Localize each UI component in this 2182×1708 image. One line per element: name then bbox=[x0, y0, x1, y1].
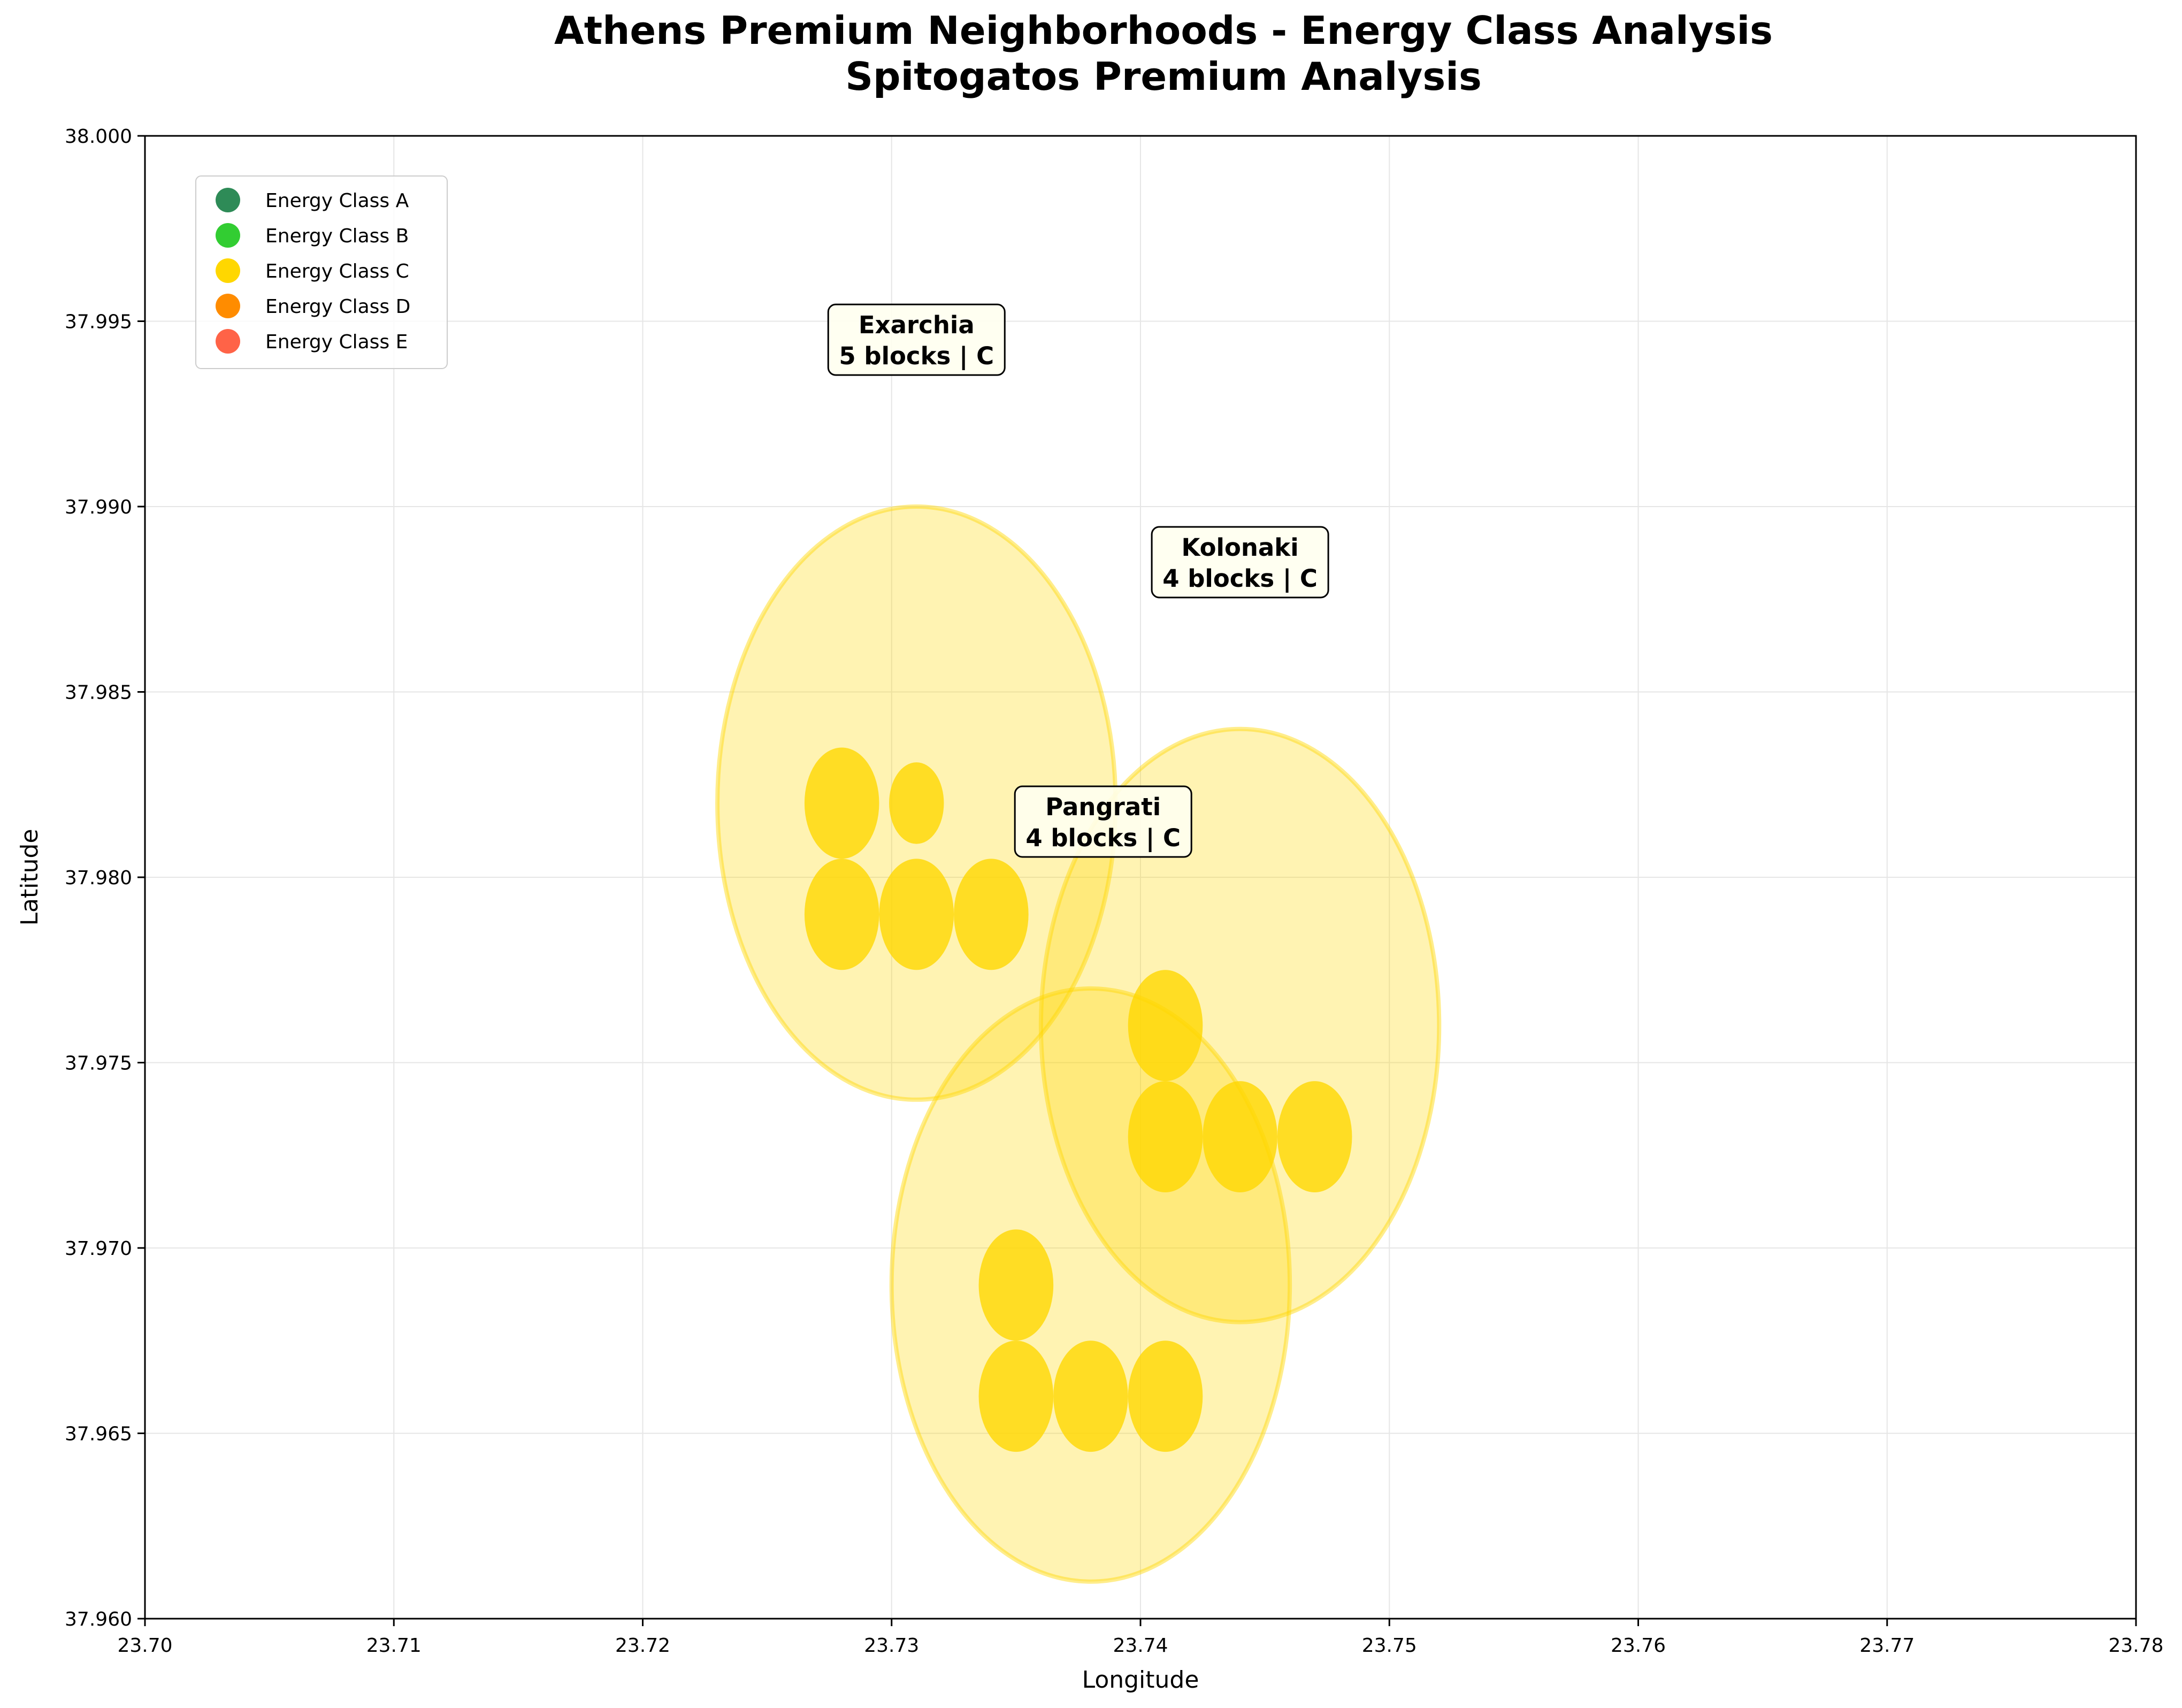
x-tick-label: 23.70 bbox=[117, 1635, 172, 1657]
block-marker bbox=[804, 859, 879, 970]
x-tick-label: 23.75 bbox=[1362, 1635, 1417, 1657]
legend-marker bbox=[216, 188, 240, 212]
annotation-box bbox=[827, 303, 1006, 376]
legend-marker bbox=[216, 329, 240, 354]
annotation-name: Pangrati bbox=[1045, 793, 1161, 821]
annotation-summary: 4 blocks | C bbox=[1162, 564, 1318, 593]
y-axis-ticks: 37.960 37.965 37.970 37.975 37.980 37.985 37.9… bbox=[65, 126, 145, 1630]
annotation-summary: 4 blocks | C bbox=[1025, 824, 1181, 852]
legend-frame bbox=[195, 175, 448, 369]
legend-label: Energy Class E bbox=[265, 331, 408, 353]
x-tick-label: 23.73 bbox=[864, 1635, 919, 1657]
legend-label: Energy Class A bbox=[265, 190, 409, 212]
x-tick-label: 23.76 bbox=[1611, 1635, 1666, 1657]
legend-marker bbox=[216, 258, 240, 283]
legend-label: Energy Class B bbox=[265, 225, 409, 247]
annotation-name: Kolonaki bbox=[1182, 533, 1299, 562]
block-marker bbox=[879, 859, 954, 970]
annotation-name: Exarchia bbox=[859, 311, 975, 339]
x-axis-label: Longitude bbox=[1082, 1666, 1199, 1694]
y-tick-label: 37.975 bbox=[65, 1053, 132, 1075]
block-marker bbox=[1128, 1081, 1203, 1193]
y-tick-label: 37.995 bbox=[65, 311, 132, 333]
block-marker bbox=[978, 1229, 1054, 1341]
block-marker bbox=[804, 747, 879, 859]
chart-title: Athens Premium Neighborhoods - Energy Cl… bbox=[554, 8, 1773, 53]
y-tick-label: 37.985 bbox=[65, 682, 132, 704]
y-tick-label: 37.965 bbox=[65, 1423, 132, 1445]
x-tick-label: 23.72 bbox=[615, 1635, 670, 1657]
annotation-box bbox=[1014, 785, 1192, 858]
x-axis-ticks: 23.70 23.71 23.72 23.73 23.74 23.75 23.76 23.77… bbox=[117, 1619, 2164, 1657]
legend-label: Energy Class D bbox=[265, 296, 410, 318]
chart-subtitle: Spitogatos Premium Analysis bbox=[845, 54, 1482, 99]
legend: Energy Class A Energy Class B Energy Class… bbox=[195, 175, 448, 369]
legend-marker bbox=[216, 223, 240, 248]
y-tick-label: 38.000 bbox=[65, 126, 132, 148]
legend-marker bbox=[216, 294, 240, 318]
legend-label: Energy Class C bbox=[265, 261, 409, 282]
block-marker bbox=[889, 762, 944, 844]
y-tick-label: 37.960 bbox=[65, 1609, 132, 1630]
y-tick-label: 37.970 bbox=[65, 1238, 132, 1260]
block-marker bbox=[978, 1341, 1054, 1452]
neighborhood-area bbox=[889, 986, 1292, 1584]
x-tick-label: 23.78 bbox=[2108, 1635, 2163, 1657]
x-tick-label: 23.74 bbox=[1113, 1635, 1168, 1657]
block-marker bbox=[954, 859, 1029, 970]
annotation-box bbox=[1151, 526, 1329, 599]
block-marker bbox=[1277, 1081, 1352, 1193]
block-marker bbox=[1203, 1081, 1277, 1193]
x-tick-label: 23.71 bbox=[366, 1635, 422, 1657]
y-axis-label: Latitude bbox=[16, 829, 43, 925]
block-marker bbox=[1128, 1341, 1203, 1452]
block-marker bbox=[1128, 970, 1203, 1082]
y-tick-label: 37.990 bbox=[65, 496, 132, 518]
block-marker bbox=[1053, 1341, 1128, 1452]
x-tick-label: 23.77 bbox=[1859, 1635, 1915, 1657]
annotation-summary: 5 blocks | C bbox=[839, 342, 994, 370]
y-tick-label: 37.980 bbox=[65, 867, 132, 889]
block-markers bbox=[804, 747, 1352, 1452]
